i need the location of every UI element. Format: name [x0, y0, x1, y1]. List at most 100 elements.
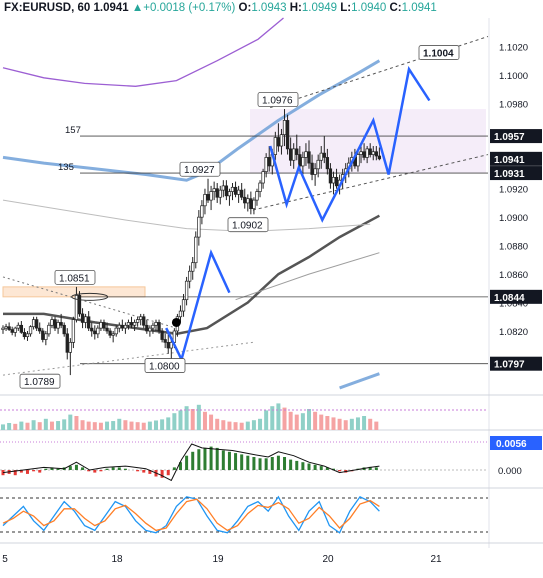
macd-hist-bar — [283, 457, 287, 470]
y-tick-label: 1.1020 — [499, 42, 528, 53]
macd-hist-bar — [32, 470, 36, 472]
volume-bar — [251, 420, 256, 430]
candle-body — [62, 324, 66, 335]
candle-body — [44, 333, 48, 340]
candle-body — [356, 154, 360, 167]
x-tick-label: 20 — [322, 554, 334, 565]
macd-hist-bar — [117, 467, 121, 470]
volume-bar — [31, 420, 36, 430]
macd-hist-bar — [93, 470, 97, 473]
x-tick-label: 5 — [2, 554, 8, 565]
volume-bar — [288, 411, 293, 430]
x-tick-label: 19 — [212, 554, 224, 565]
macd-hist-bar — [295, 460, 299, 470]
candle-body — [331, 176, 336, 184]
macd-hist-bar — [325, 467, 329, 470]
volume-bar — [355, 417, 360, 430]
volume-bar — [62, 419, 67, 430]
price-tag-label: 1.0957 — [494, 132, 525, 143]
open-label: O: — [238, 2, 252, 14]
candle-body — [178, 310, 183, 318]
volume-bar — [331, 417, 336, 430]
candle-body — [28, 326, 33, 335]
candle-body — [160, 330, 164, 340]
volume-bar — [349, 418, 354, 430]
volume-bar — [215, 418, 220, 430]
candle-body — [139, 316, 143, 320]
close-value: 1.0941 — [401, 2, 437, 14]
price-tag-box — [490, 289, 542, 304]
volume-bar — [227, 421, 232, 430]
level-label: 157 — [65, 125, 81, 136]
candle-body — [276, 137, 281, 147]
candle-body — [148, 327, 152, 332]
candle-body — [194, 236, 198, 264]
price-callout-box — [418, 45, 460, 60]
candle-body — [316, 159, 320, 170]
volume-bar — [294, 414, 299, 430]
candle-body — [218, 189, 222, 198]
candle-body — [71, 319, 76, 343]
candle-body — [154, 322, 158, 326]
candle-body — [117, 324, 121, 329]
candle-body — [10, 329, 14, 333]
volume-bar — [374, 421, 379, 430]
candle-body — [41, 330, 45, 340]
projection-path-2 — [268, 65, 431, 223]
price-change: +0.0018 (+0.17%) — [143, 2, 236, 14]
volume-bar — [178, 410, 183, 430]
candle-body — [365, 148, 369, 158]
volume-bar — [196, 404, 201, 430]
candle-body — [111, 333, 115, 336]
candle-body — [87, 316, 91, 329]
volume-bar — [221, 420, 226, 430]
candle-body — [243, 196, 247, 204]
macd-hist-bar — [99, 470, 103, 472]
macd-hist-bar — [338, 470, 342, 472]
price-callout-box — [179, 161, 221, 177]
stoch-k-line — [2, 495, 380, 534]
candle-body — [322, 152, 326, 158]
candle-body — [197, 216, 201, 238]
candle-body — [310, 162, 314, 175]
macd-hist-bar — [191, 451, 195, 470]
candle-body — [68, 342, 72, 353]
x-tick-label: 18 — [111, 554, 123, 565]
lower-band-line — [339, 372, 380, 390]
candle-body — [362, 151, 366, 158]
price-tag-label: 1.0931 — [494, 169, 525, 180]
x-tick-label: 21 — [430, 554, 442, 565]
candle-body — [163, 339, 167, 343]
high-label: H: — [289, 2, 302, 14]
candle-body — [264, 157, 268, 172]
candle-body — [96, 327, 100, 335]
candle-body — [288, 148, 293, 161]
volume-bar — [74, 416, 79, 430]
candle-body — [273, 137, 277, 155]
macd-hist-bar — [209, 446, 213, 470]
volume-bar — [325, 416, 330, 430]
symbol-timeframe[interactable]: FX:EURUSD, 60 — [4, 2, 91, 14]
volume-bar — [154, 420, 158, 430]
candle-body — [93, 330, 97, 335]
volume-bar — [98, 422, 103, 430]
ma-short-line — [235, 252, 380, 301]
macd-hist-bar — [160, 470, 164, 478]
volume-bar — [362, 416, 367, 430]
candle-body — [227, 191, 232, 197]
candle-body — [292, 148, 296, 161]
candle-body — [282, 120, 287, 136]
volume-bar — [49, 421, 54, 430]
macd-hist-bar — [319, 466, 323, 470]
macd-hist-bar — [264, 458, 268, 470]
candle-body — [212, 188, 216, 192]
trend-dotted-line-low — [2, 341, 253, 376]
y-tick-label: 1.0880 — [499, 242, 528, 253]
volume-bar — [160, 419, 165, 430]
price-callout-label: 1.0976 — [262, 96, 293, 107]
candle-body — [35, 319, 39, 329]
volume-bar — [166, 417, 171, 430]
pattern-ellipse — [71, 292, 109, 301]
volume-bar — [300, 413, 305, 430]
